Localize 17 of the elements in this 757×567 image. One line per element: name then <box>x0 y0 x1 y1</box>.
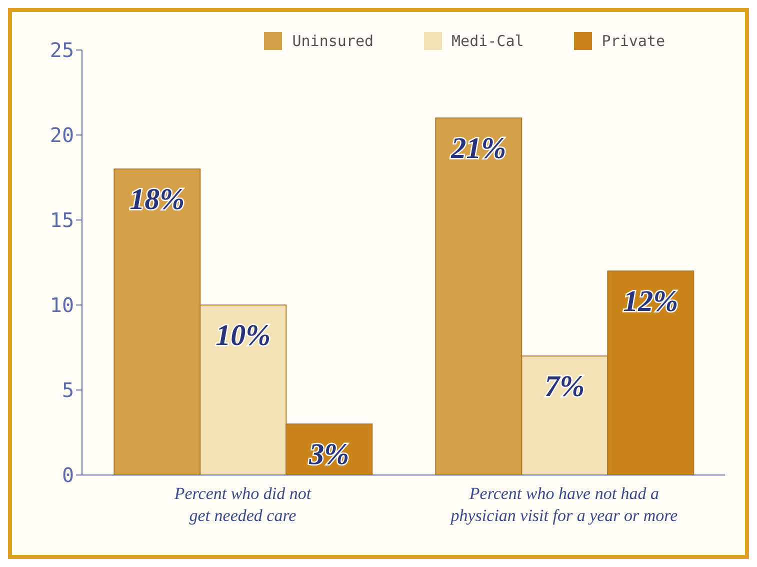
y-tick-label: 0 <box>62 463 74 488</box>
data-label: 21% <box>450 132 506 165</box>
y-tick-label: 5 <box>62 378 74 402</box>
data-label: 10% <box>216 319 271 352</box>
y-tick-label: 10 <box>50 293 74 318</box>
y-tick-label: 15 <box>50 208 74 232</box>
y-tick-label: 20 <box>50 123 74 148</box>
legend-label: Uninsured <box>291 32 374 50</box>
legend-label: Private <box>600 32 665 50</box>
data-label: 7% <box>544 370 585 403</box>
data-label: 18% <box>130 183 185 216</box>
data-label: 3% <box>308 438 350 471</box>
data-label: 12% <box>623 285 678 318</box>
x-tick-label: Percent who did not get needed care <box>173 484 312 525</box>
x-tick-label: Percent who have not had a physician visit for a year or more <box>450 484 678 525</box>
y-tick-label: 25 <box>50 38 74 62</box>
legend-label: Medi-Cal <box>450 32 524 50</box>
